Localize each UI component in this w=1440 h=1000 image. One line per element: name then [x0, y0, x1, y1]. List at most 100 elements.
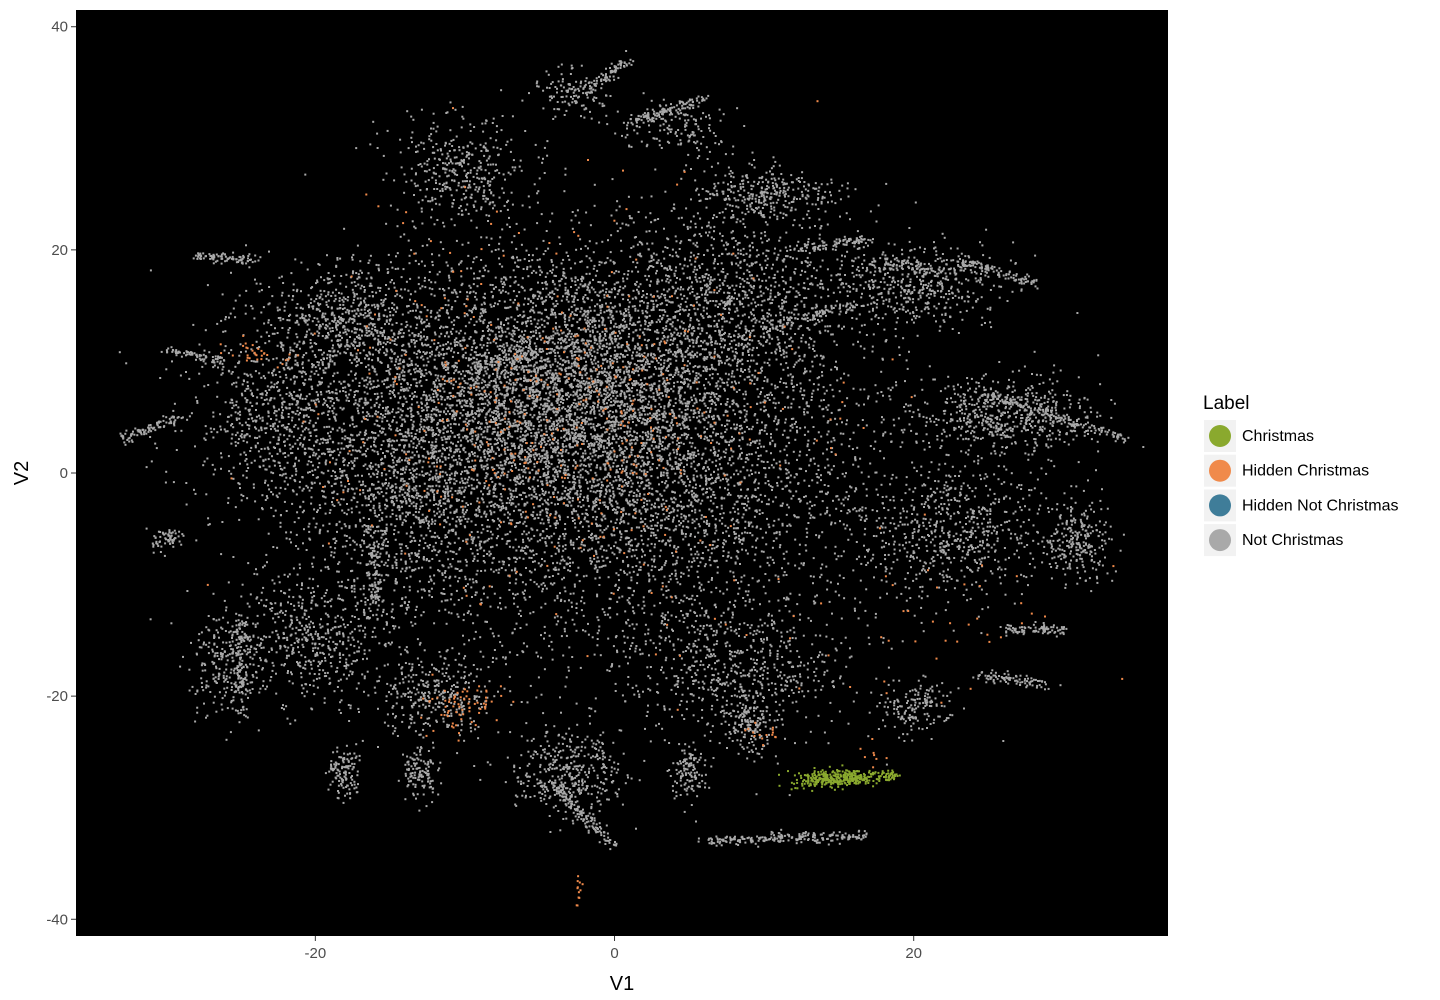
data-point [647, 403, 650, 406]
data-point [598, 490, 601, 492]
data-point [530, 527, 533, 530]
data-point [571, 227, 574, 230]
data-point [516, 424, 519, 427]
data-point [435, 409, 438, 412]
data-point [517, 509, 520, 512]
data-point [579, 388, 582, 391]
data-point [621, 390, 624, 393]
data-point [638, 414, 641, 417]
data-point [634, 323, 637, 326]
data-point [483, 354, 486, 357]
data-point [723, 317, 726, 320]
data-point [719, 377, 722, 380]
data-point [450, 267, 453, 270]
data-point [658, 380, 661, 383]
data-point [656, 290, 659, 293]
data-point [500, 453, 503, 456]
data-point [583, 464, 585, 467]
data-point [691, 561, 694, 564]
data-point [555, 496, 558, 499]
data-point [597, 507, 600, 510]
data-point [538, 420, 541, 423]
data-point [574, 284, 577, 286]
data-point [458, 263, 460, 266]
data-point [397, 392, 400, 395]
data-point [570, 305, 573, 308]
data-point [423, 306, 426, 309]
data-point [512, 456, 515, 459]
data-point [622, 280, 625, 283]
data-point [430, 353, 433, 356]
data-point [321, 362, 324, 365]
data-point [698, 277, 701, 279]
data-point [691, 493, 693, 496]
data-point [598, 346, 601, 349]
data-point [583, 350, 586, 353]
data-point [714, 304, 717, 307]
data-point [610, 340, 613, 343]
data-point [565, 325, 567, 328]
data-point [453, 224, 456, 227]
data-point [483, 302, 486, 305]
data-point [532, 302, 535, 305]
data-point [623, 449, 626, 452]
data-point [401, 449, 404, 452]
data-point [558, 325, 561, 328]
data-point [393, 286, 396, 289]
data-point [350, 370, 353, 373]
data-point [593, 407, 595, 410]
data-point [588, 382, 591, 384]
data-point [522, 417, 525, 420]
data-point [489, 396, 491, 399]
data-point [559, 459, 561, 462]
data-point [557, 522, 559, 525]
data-point [397, 407, 400, 410]
data-point [646, 362, 649, 365]
data-point [464, 511, 467, 514]
data-point [373, 423, 376, 426]
data-point [471, 362, 474, 365]
data-point [725, 581, 728, 584]
data-point [422, 351, 425, 353]
data-point [514, 593, 517, 596]
data-point [678, 408, 681, 411]
data-point [572, 402, 575, 404]
data-point [680, 350, 682, 352]
data-point [590, 361, 593, 364]
data-point [558, 313, 561, 315]
data-point [592, 267, 595, 270]
data-point [796, 383, 798, 386]
data-point [654, 502, 656, 505]
data-point [661, 316, 664, 319]
data-point [835, 360, 837, 363]
data-point [538, 494, 541, 497]
data-point [623, 312, 626, 315]
data-point [580, 260, 583, 263]
data-point [650, 259, 653, 262]
data-point [558, 461, 560, 464]
data-point [502, 351, 505, 354]
data-point [590, 286, 593, 289]
data-point [343, 464, 346, 467]
data-point [645, 479, 648, 482]
data-point [527, 303, 530, 305]
data-point [681, 381, 684, 384]
data-point [339, 339, 342, 342]
data-point [434, 333, 437, 336]
data-point [611, 314, 614, 317]
data-point [588, 348, 591, 351]
data-point [506, 364, 509, 367]
data-point [586, 266, 589, 269]
data-point [630, 390, 633, 393]
data-point [524, 589, 526, 592]
data-point [436, 377, 439, 380]
data-point [567, 452, 570, 455]
data-point [689, 356, 692, 359]
data-point [401, 349, 404, 352]
data-point [383, 383, 385, 386]
data-point [328, 322, 331, 325]
data-point [918, 538, 921, 541]
data-point [388, 392, 391, 395]
data-point [524, 320, 527, 323]
data-point [513, 340, 516, 343]
